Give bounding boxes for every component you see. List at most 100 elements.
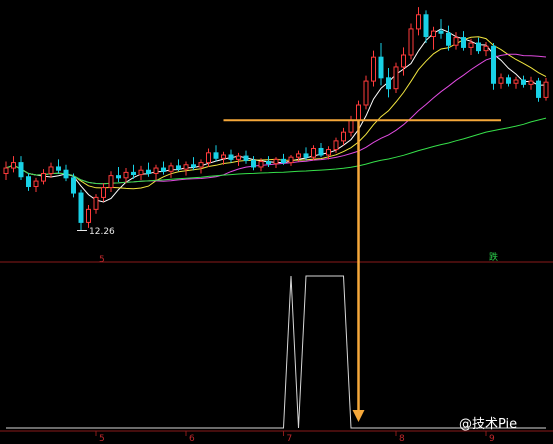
candle [521, 75, 526, 88]
candle [198, 159, 204, 174]
indicator-panel [6, 275, 546, 429]
candle [146, 162, 151, 177]
candle-body [393, 66, 399, 90]
ma60-line [5, 117, 547, 185]
candles [3, 7, 549, 230]
candle [183, 161, 189, 176]
candle-body [408, 28, 414, 56]
candle [33, 177, 39, 192]
candle-body [348, 119, 354, 133]
candle [71, 173, 76, 198]
month-label-top: 5 [99, 255, 105, 265]
candle-body [521, 79, 526, 85]
candle-body [281, 158, 286, 164]
candle-body [228, 154, 234, 160]
candle-body [356, 104, 361, 121]
candle-body [101, 187, 106, 198]
candle [3, 161, 9, 180]
candle [506, 74, 511, 87]
candle [123, 168, 129, 184]
candle [281, 153, 286, 165]
candle-body [116, 175, 121, 179]
candle-body [11, 162, 16, 169]
candle [26, 173, 31, 191]
candle [273, 157, 279, 169]
candle [401, 47, 406, 76]
candle [498, 73, 504, 89]
candle [86, 205, 91, 228]
candle [326, 146, 331, 160]
candle-body [273, 158, 279, 165]
candle [318, 143, 324, 158]
candle [431, 26, 436, 50]
candle [311, 145, 316, 161]
candle [41, 169, 46, 185]
candle-body [48, 166, 54, 174]
month-ticks: 5 6 7 8 9 [95, 431, 495, 444]
month-label: 7 [287, 434, 293, 444]
candle-body [528, 80, 534, 85]
candle-body [423, 14, 429, 38]
candle [161, 161, 166, 175]
candle [131, 164, 136, 179]
candle [468, 38, 474, 55]
candle-body [168, 165, 174, 172]
candle-body [78, 192, 84, 223]
price-panel: 12.26 [3, 7, 549, 237]
candle [491, 43, 496, 90]
candle-body [236, 155, 241, 160]
candle [266, 156, 271, 167]
candle-body [416, 14, 421, 30]
candle-body [131, 171, 136, 176]
candle-body [431, 30, 436, 38]
candle-body [378, 56, 384, 79]
candle-body [311, 147, 316, 158]
candle [513, 76, 519, 89]
candle [63, 164, 69, 182]
candle-body [213, 152, 219, 159]
candle-body [536, 80, 541, 98]
candle [251, 156, 256, 171]
candle-body [476, 42, 481, 52]
candle-body [266, 161, 271, 165]
candle-body [176, 165, 181, 170]
candle [416, 7, 421, 36]
candle [168, 162, 174, 178]
candle-body [93, 196, 99, 210]
candle [191, 157, 196, 171]
candle [206, 148, 211, 167]
candle-body [3, 167, 9, 174]
candle [258, 158, 264, 172]
candle-body [468, 42, 474, 48]
candle-body [138, 169, 144, 176]
candle-body [401, 54, 406, 68]
candle-body [153, 167, 159, 174]
candle [243, 150, 249, 164]
candle-body [206, 152, 211, 164]
candle-body [326, 149, 331, 156]
candle-body [191, 164, 196, 168]
candle-body [221, 154, 226, 159]
candle [543, 77, 549, 101]
candle [363, 75, 369, 110]
candle [423, 10, 429, 44]
candle-body [543, 81, 549, 98]
month-label: 6 [189, 434, 195, 444]
candle-body [258, 161, 264, 168]
candle-body [26, 176, 31, 188]
candle [476, 37, 481, 54]
candle [108, 171, 114, 192]
candle [48, 162, 54, 178]
candle [453, 32, 459, 50]
candle-body [71, 177, 76, 194]
candle-body [33, 180, 39, 188]
candle [378, 43, 384, 86]
candle-body [446, 32, 451, 46]
watermark: @技术Pie [459, 417, 517, 432]
candle [78, 189, 84, 230]
candle-body [288, 156, 294, 164]
candle [408, 23, 414, 60]
candle [213, 145, 219, 162]
candle [296, 150, 301, 162]
